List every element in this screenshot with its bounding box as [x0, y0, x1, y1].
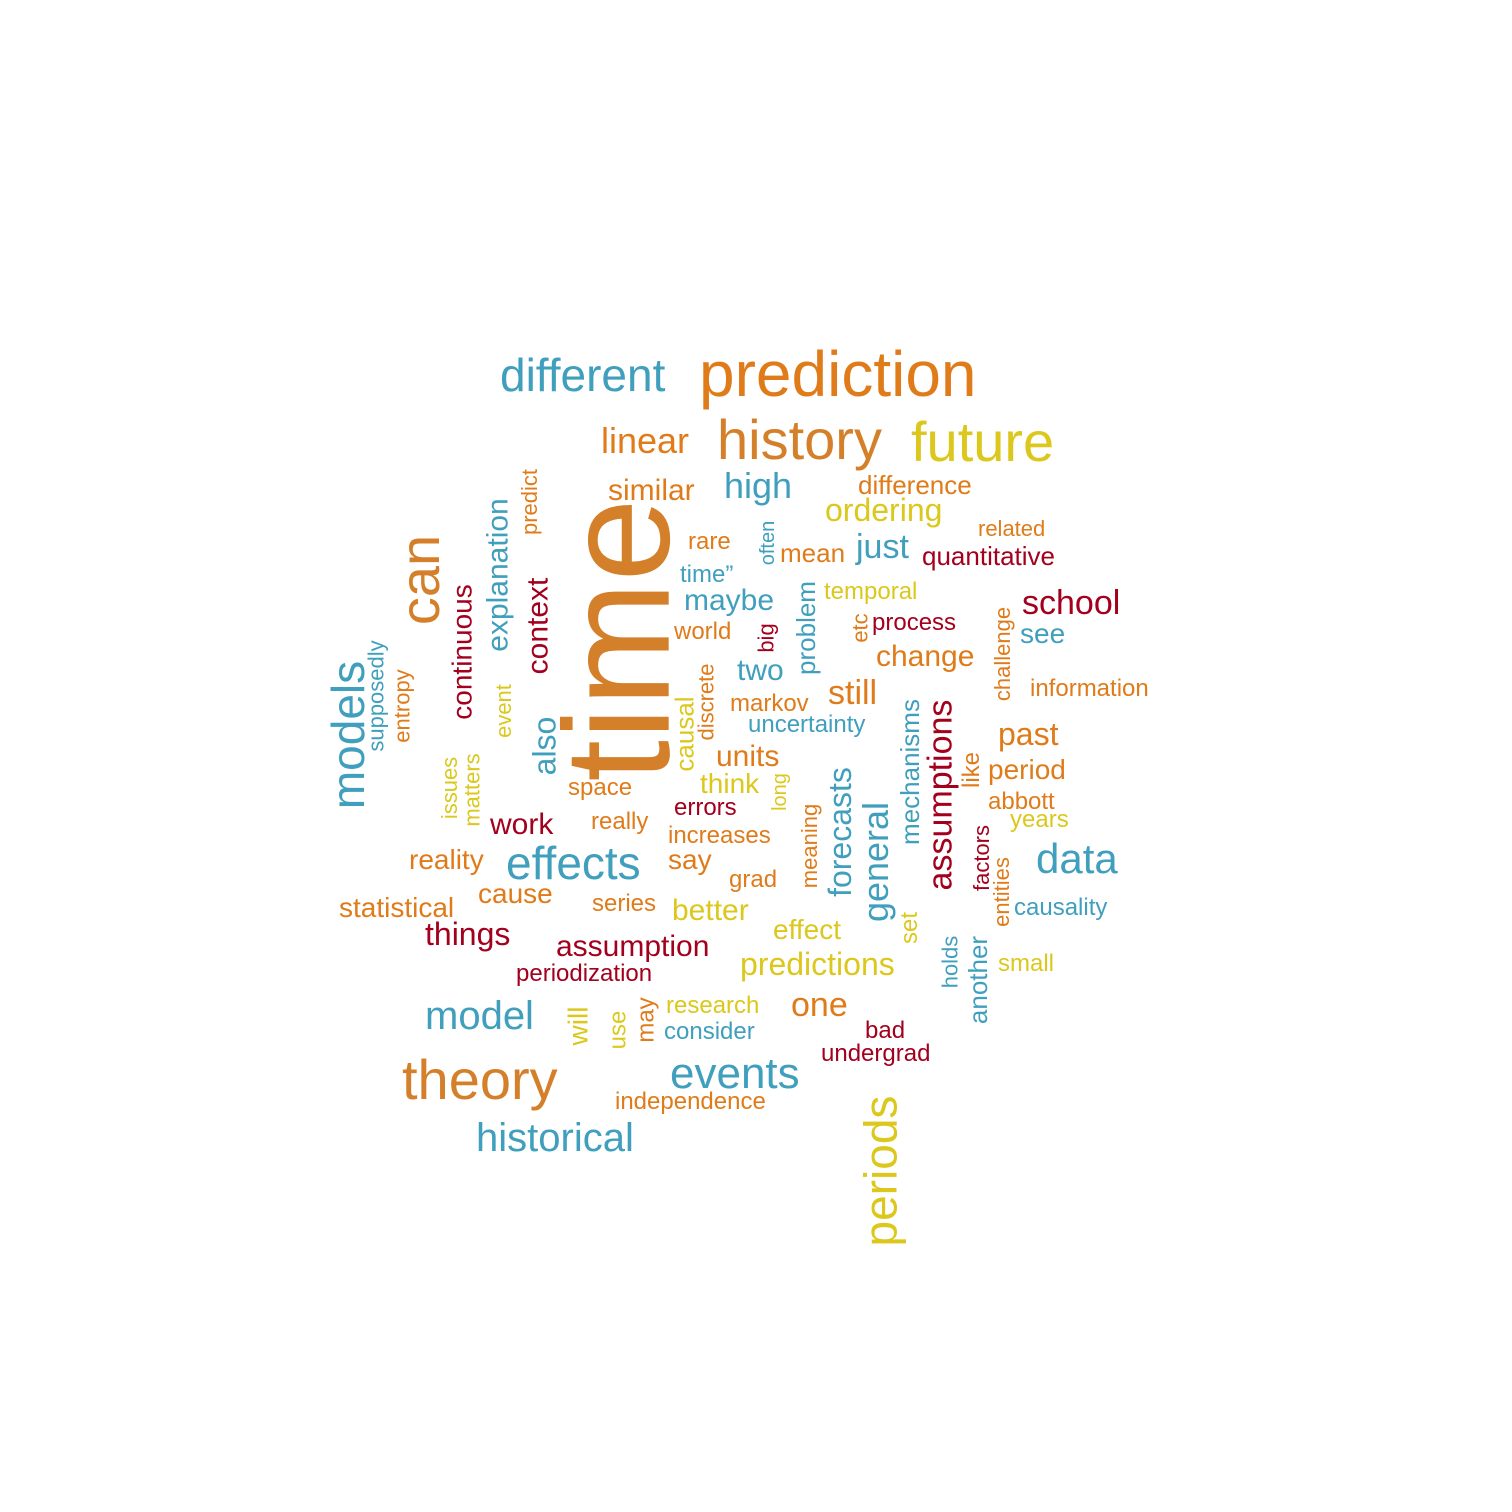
- word-may: may: [632, 997, 660, 1043]
- word-will: will: [561, 1006, 593, 1046]
- word-consider: consider: [664, 1018, 755, 1045]
- word-statistical: statistical: [339, 892, 455, 923]
- word-different: different: [500, 349, 666, 401]
- word-can: can: [388, 534, 452, 626]
- word-big: big: [753, 623, 779, 653]
- word-temporal: temporal: [824, 578, 918, 605]
- word-increases: increases: [668, 822, 771, 849]
- word-use: use: [603, 1010, 631, 1050]
- word-see: see: [1020, 618, 1066, 649]
- word-periodization: periodization: [516, 960, 653, 987]
- word-uncertainty: uncertainty: [748, 711, 866, 738]
- word-high: high: [724, 465, 793, 506]
- word-years: years: [1010, 806, 1069, 833]
- word-work: work: [490, 808, 554, 841]
- word-better: better: [672, 894, 749, 927]
- word-history: history: [717, 408, 882, 471]
- word-one: one: [791, 986, 848, 1024]
- word-predict: predict: [517, 468, 543, 536]
- word-data: data: [1036, 835, 1118, 882]
- word-markov: markov: [730, 690, 809, 717]
- word-prediction: prediction: [699, 338, 977, 410]
- word-quantitative: quantitative: [922, 541, 1055, 571]
- word-research: research: [666, 992, 760, 1019]
- word-abbott: abbott: [988, 788, 1055, 815]
- word-series: series: [592, 890, 657, 917]
- word-school: school: [1022, 584, 1121, 622]
- word-period: period: [988, 754, 1066, 785]
- word-context: context: [520, 577, 554, 675]
- word-just: just: [856, 528, 909, 566]
- word-effects: effects: [506, 837, 641, 889]
- word-small: small: [998, 950, 1055, 977]
- word-supposedly: supposedly: [363, 640, 389, 752]
- word-another: another: [963, 935, 994, 1025]
- word-explanation: explanation: [481, 498, 515, 652]
- word-general: general: [855, 801, 897, 923]
- word-units: units: [716, 740, 780, 773]
- word-maybe: maybe: [684, 584, 775, 617]
- word-like: like: [958, 751, 986, 789]
- word-world: world: [674, 618, 732, 645]
- word-often: often: [757, 520, 780, 566]
- word-think: think: [700, 768, 760, 799]
- word-related: related: [978, 516, 1046, 541]
- word-also: also: [525, 716, 562, 776]
- word-really: really: [591, 808, 649, 835]
- word-etc: etc: [847, 613, 873, 643]
- word-mean: mean: [780, 538, 846, 568]
- word-process: process: [872, 609, 957, 636]
- word-meaning: meaning: [797, 803, 823, 889]
- word-errors: errors: [674, 794, 737, 821]
- word-matters: matters: [459, 753, 485, 827]
- word-cause: cause: [478, 878, 553, 909]
- word-bad: bad: [865, 1017, 906, 1044]
- word-predictions: predictions: [740, 946, 895, 982]
- word-mechanisms: mechanisms: [894, 699, 925, 845]
- word-entropy: entropy: [389, 669, 415, 743]
- word-time-quote: time”: [680, 561, 734, 588]
- word-assumptions: assumptions: [920, 699, 959, 891]
- word-entities: entities: [988, 857, 1014, 927]
- word-problem: problem: [790, 581, 821, 675]
- word-ordering: ordering: [825, 492, 943, 528]
- word-say: say: [668, 844, 712, 875]
- word-model: model: [425, 994, 534, 1038]
- word-event: event: [490, 684, 516, 738]
- word-independence: independence: [615, 1088, 766, 1115]
- word-similar: similar: [608, 474, 695, 507]
- word-two: two: [737, 654, 784, 687]
- word-long: long: [768, 773, 791, 811]
- word-effect: effect: [773, 914, 841, 945]
- word-challenge: challenge: [990, 606, 1016, 702]
- word-information: information: [1030, 675, 1149, 702]
- word-periods: periods: [853, 1095, 906, 1247]
- word-things: things: [425, 916, 511, 952]
- word-difference: difference: [858, 470, 972, 500]
- word-set: set: [896, 911, 924, 945]
- word-past: past: [998, 716, 1059, 752]
- word-change: change: [876, 640, 975, 673]
- word-discrete: discrete: [693, 663, 719, 741]
- word-future: future: [911, 410, 1055, 473]
- word-assumption: assumption: [556, 930, 710, 963]
- word-continuous: continuous: [446, 584, 478, 720]
- word-events: events: [670, 1049, 800, 1098]
- word-forecasts: forecasts: [821, 767, 858, 897]
- word-rare: rare: [688, 528, 731, 555]
- word-holds: holds: [936, 935, 962, 989]
- word-undergrad: undergrad: [821, 1040, 931, 1067]
- word-linear: linear: [601, 420, 690, 461]
- word-still: still: [828, 674, 878, 712]
- word-issues: issues: [437, 756, 463, 820]
- word-grad: grad: [729, 866, 778, 893]
- word-space: space: [568, 774, 633, 801]
- word-historical: historical: [476, 1116, 634, 1160]
- word-reality: reality: [409, 844, 484, 875]
- word-theory: theory: [402, 1048, 558, 1111]
- word-causality: causality: [1014, 894, 1108, 921]
